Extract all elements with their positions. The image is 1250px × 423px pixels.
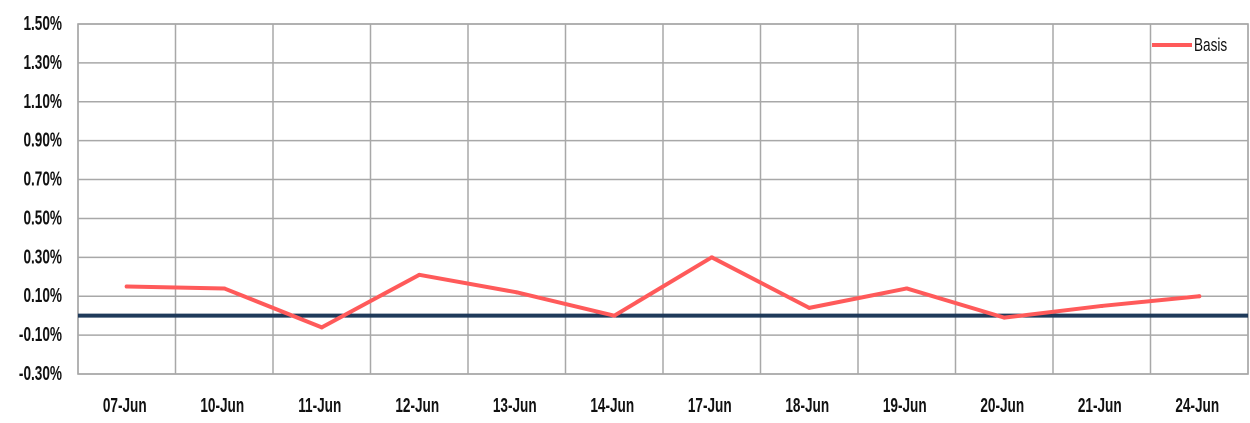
data-point: [1197, 294, 1202, 299]
data-point: [1099, 303, 1104, 308]
series-lines: [124, 255, 1202, 330]
y-axis-tick-labels: 1.50% 1.30% 1.10% 0.90% 0.70% 0.50% 0.30% 0.10%…: [19, 11, 62, 385]
y-tick-label: -0.30%: [19, 361, 62, 385]
y-tick-label: 0.50%: [23, 206, 62, 230]
x-axis-tick-labels: 07-Jun 10-Jun 11-Jun 12-Jun 13-Jun 14-Jun 17-J…: [103, 393, 1219, 417]
grid-lines: [77, 23, 1249, 375]
x-tick-label: 17-Jun: [688, 393, 732, 417]
data-point: [417, 272, 422, 277]
x-tick-label: 07-Jun: [103, 393, 147, 417]
y-tick-label: 1.10%: [23, 89, 62, 113]
y-tick-label: 0.90%: [23, 128, 62, 152]
y-tick-label: 1.50%: [23, 11, 62, 35]
x-tick-label: 20-Jun: [980, 393, 1024, 417]
x-tick-label: 12-Jun: [395, 393, 439, 417]
data-point: [222, 286, 227, 291]
x-tick-label: 11-Jun: [298, 393, 341, 417]
x-tick-label: 24-Jun: [1175, 393, 1219, 417]
legend: Basis: [1152, 35, 1227, 56]
x-tick-label: 13-Jun: [493, 393, 537, 417]
data-point: [807, 305, 812, 310]
y-tick-label: -0.10%: [19, 322, 62, 346]
legend-label-basis: Basis: [1194, 35, 1227, 55]
series-line-basis: [124, 255, 1202, 330]
y-tick-label: 0.10%: [23, 283, 62, 307]
data-point: [124, 284, 129, 289]
x-tick-label: 21-Jun: [1078, 393, 1122, 417]
data-point: [514, 290, 519, 295]
data-point: [1002, 315, 1007, 320]
x-tick-label: 14-Jun: [590, 393, 634, 417]
data-point: [904, 286, 909, 291]
data-point: [612, 313, 617, 318]
x-tick-label: 19-Jun: [883, 393, 927, 417]
y-tick-label: 0.30%: [23, 245, 62, 269]
data-point: [709, 255, 714, 260]
x-tick-label: 18-Jun: [785, 393, 829, 417]
data-point: [319, 325, 324, 330]
y-tick-label: 0.70%: [23, 167, 62, 191]
y-tick-label: 1.30%: [23, 50, 62, 74]
x-tick-label: 10-Jun: [200, 393, 244, 417]
